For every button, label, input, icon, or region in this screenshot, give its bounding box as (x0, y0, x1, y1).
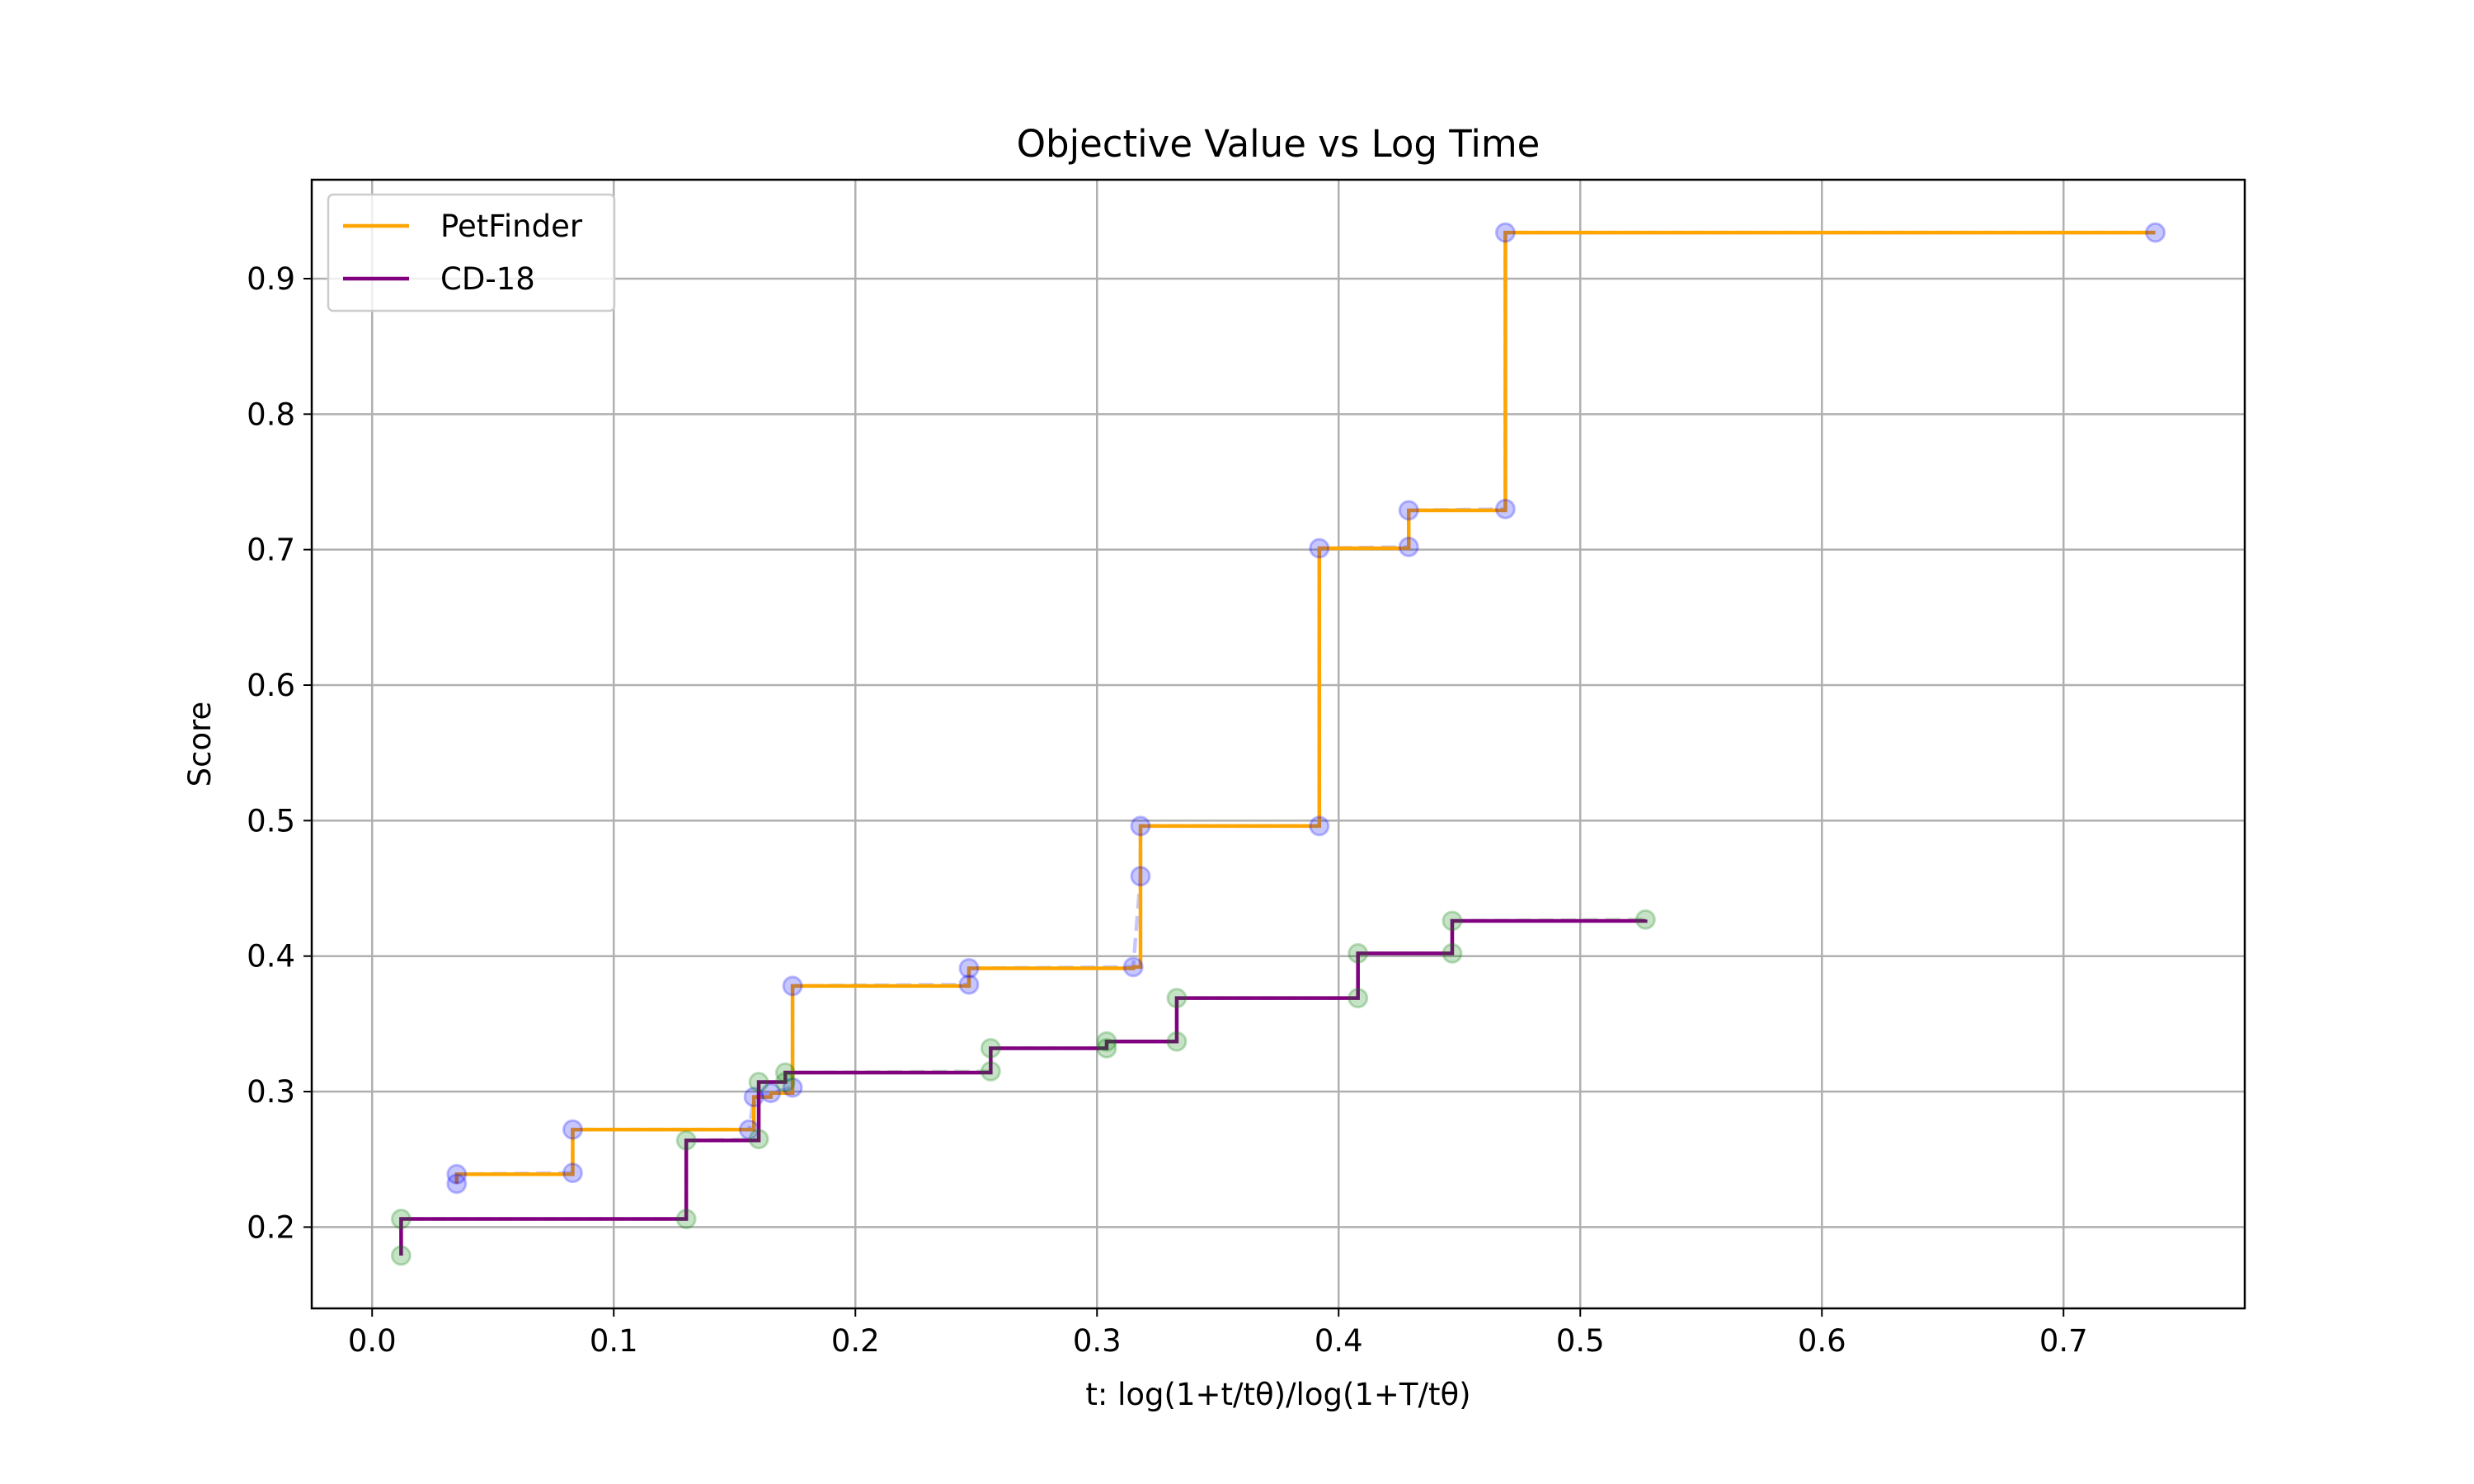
petfinder-data-point (782, 975, 803, 997)
x-tick-label: 0.1 (590, 1323, 638, 1359)
y-tick-label: 0.8 (247, 397, 295, 432)
y-axis-label: Score (182, 702, 218, 787)
cd-18-data-point (1348, 942, 1369, 964)
cd-18-data-point (1442, 910, 1463, 932)
cd-18-data-point (390, 1209, 412, 1230)
cd-18-data-point (748, 1072, 769, 1093)
petfinder-data-point (958, 957, 980, 979)
petfinder-data-point (562, 1119, 583, 1140)
cd-18-data-point (1634, 909, 1656, 930)
petfinder-data-point (446, 1173, 468, 1195)
petfinder-data-point (1130, 815, 1151, 837)
petfinder-data-point (1398, 500, 1419, 521)
petfinder-data-point (782, 1077, 803, 1098)
legend-label: PetFinder (440, 209, 583, 244)
plot-frame (310, 178, 2246, 1310)
x-tick-label: 0.2 (831, 1323, 880, 1359)
cd-18-data-point (390, 1245, 412, 1266)
y-tick-label: 0.3 (247, 1074, 295, 1110)
cd-18-data-point (774, 1072, 796, 1093)
legend-box (327, 193, 616, 312)
x-tick-label: 0.7 (2039, 1323, 2088, 1359)
cd-18-data-point (1348, 988, 1369, 1009)
petfinder-data-point (446, 1163, 468, 1185)
y-tick-label: 0.7 (247, 533, 295, 568)
cd-18-data-point (980, 1037, 1001, 1059)
cd-18-data-point (980, 1060, 1001, 1082)
petfinder-data-point (1122, 956, 1144, 978)
petfinder-data-point (1309, 815, 1330, 837)
y-tick-label: 0.4 (247, 939, 295, 974)
cd-18-data-point (1166, 988, 1188, 1009)
ticks: 0.0 0.1 0.2 0.3 0.4 0.5 0.6 0.7 0.2 0.3 0.4 0.5 0.6 0… (247, 261, 2088, 1359)
x-axis-label: t: log(1+t/tθ)/log(1+T/tθ) (1085, 1377, 1470, 1412)
legend-label: CD-18 (440, 261, 535, 297)
petfinder-data-point (958, 974, 980, 995)
grid (312, 180, 2245, 1308)
petfinder-data-point (2145, 222, 2166, 243)
x-tick-label: 0.3 (1073, 1323, 1122, 1359)
petfinder-step-line (454, 230, 2156, 1184)
y-tick-label: 0.5 (247, 803, 295, 838)
cd-18-step-line (399, 918, 1648, 1256)
y-tick-label: 0.2 (247, 1209, 295, 1245)
cd-18-data-point (1442, 942, 1463, 964)
petfinder-data-point (562, 1162, 583, 1184)
cd-18-data-point (774, 1062, 796, 1083)
y-tick-label: 0.6 (247, 668, 295, 703)
x-tick-label: 0.5 (1556, 1323, 1605, 1359)
petfinder-data-point (1494, 222, 1516, 243)
petfinder-data-point (1130, 866, 1151, 887)
cd-18-data-point (748, 1129, 769, 1150)
x-tick-label: 0.4 (1315, 1323, 1363, 1359)
cd-18-data-point (1166, 1031, 1188, 1052)
cd-18-data-point (1096, 1031, 1117, 1052)
legend: PetFinder CD-18 (327, 193, 616, 312)
plot-series (390, 222, 2166, 1266)
y-tick-label: 0.9 (247, 261, 295, 297)
petfinder-data-point (1309, 538, 1330, 559)
cd-18-data-point (675, 1129, 697, 1151)
petfinder-data-point (1494, 498, 1516, 519)
x-tick-label: 0.6 (1798, 1323, 1846, 1359)
cd-18-data-point (675, 1209, 697, 1230)
x-tick-label: 0.0 (348, 1323, 397, 1359)
cd-18-data-point (1096, 1037, 1117, 1059)
chart-title: Objective Value vs Log Time (1017, 122, 1540, 166)
petfinder-data-point (1398, 536, 1419, 557)
